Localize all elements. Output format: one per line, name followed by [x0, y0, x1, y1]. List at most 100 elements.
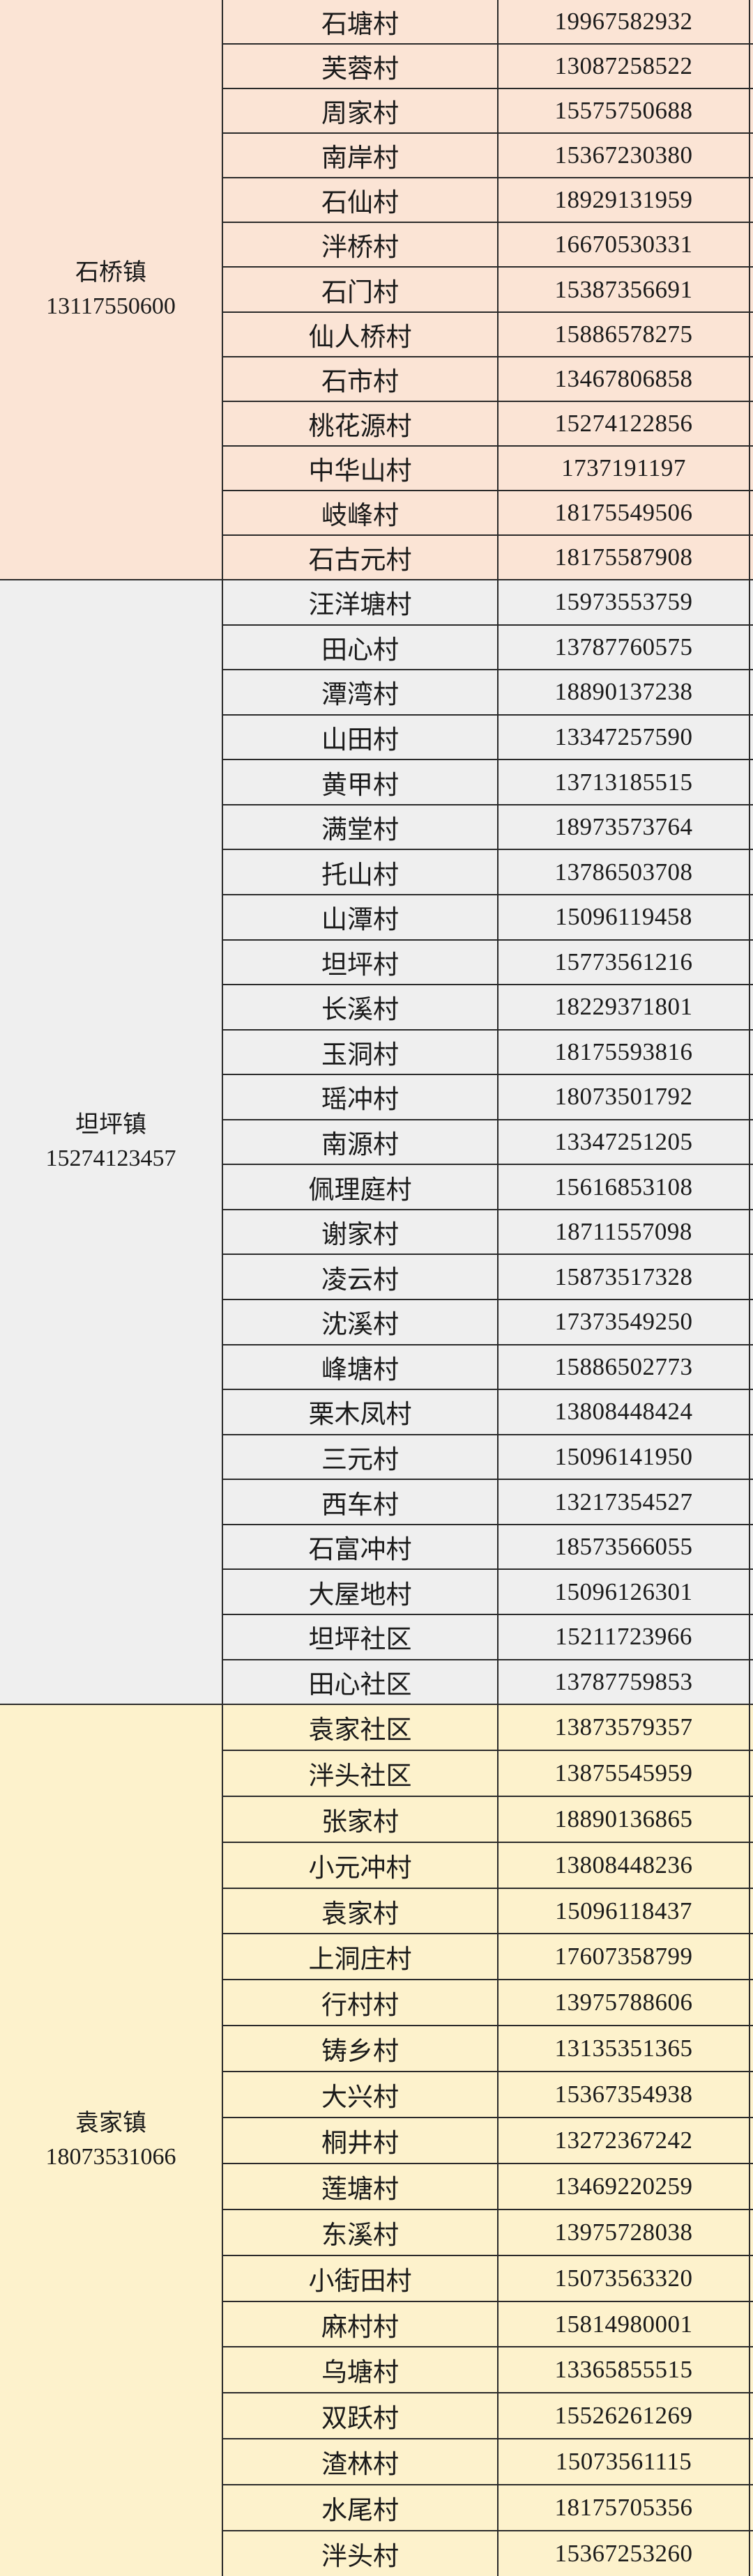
table-row: 山田村 13347257590	[223, 715, 753, 761]
village-name: 山田村	[223, 715, 499, 759]
village-name: 双跃村	[223, 2393, 499, 2439]
village-name: 三元村	[223, 1435, 499, 1479]
village-phone: 13469220259	[499, 2164, 750, 2209]
table-row: 田心村 13787760575	[223, 625, 753, 671]
village-name: 行村村	[223, 1980, 499, 2026]
village-phone: 13272367242	[499, 2118, 750, 2163]
table-row: 铸乡村 13135351365	[223, 2026, 753, 2073]
village-phone: 18175549506	[499, 491, 750, 534]
village-name: 黄甲村	[223, 760, 499, 804]
table-row: 桐井村 13272367242	[223, 2118, 753, 2164]
town-phone: 13117550600	[46, 293, 176, 319]
table-row: 玉洞村 18175593816	[223, 1030, 753, 1076]
village-phone: 15526261269	[499, 2393, 750, 2439]
table-row: 石仙村 18929131959	[223, 178, 753, 224]
table-row: 双跃村 15526261269	[223, 2393, 753, 2440]
village-name: 沈溪村	[223, 1300, 499, 1344]
village-phone: 18711557098	[499, 1210, 750, 1254]
town-name: 袁家镇	[75, 2111, 146, 2136]
village-phone: 19967582932	[499, 0, 750, 44]
village-name: 袁家村	[223, 1888, 499, 1934]
village-name: 瑶冲村	[223, 1075, 499, 1119]
village-phone: 15096119458	[499, 895, 750, 939]
village-phone: 15274122856	[499, 401, 750, 445]
table-row: 袁家社区 13873579357	[223, 1705, 753, 1751]
village-phone: 13787759853	[499, 1660, 750, 1704]
village-name: 小街田村	[223, 2255, 499, 2301]
table-row: 田心社区 13787759853	[223, 1660, 753, 1704]
table-row: 乌塘村 13365855515	[223, 2347, 753, 2394]
village-phone: 13786503708	[499, 850, 750, 894]
village-phone: 13347251205	[499, 1120, 750, 1164]
table-row: 石塘村 19967582932	[223, 0, 753, 45]
town-phone: 15274123457	[45, 1146, 176, 1171]
village-name: 谢家村	[223, 1210, 499, 1254]
village-phone: 13087258522	[499, 45, 750, 88]
village-phone: 15973553759	[499, 580, 750, 624]
table-row: 大屋地村 15096126301	[223, 1570, 753, 1615]
village-name: 张家村	[223, 1796, 499, 1842]
village-phone: 18175705356	[499, 2485, 750, 2531]
village-phone: 15616853108	[499, 1165, 750, 1209]
table-row: 石市村 13467806858	[223, 357, 753, 402]
village-phone: 15773561216	[499, 940, 750, 985]
village-phone: 18973573764	[499, 805, 750, 849]
village-name: 麻村村	[223, 2301, 499, 2347]
table-row: 栗木凤村 13808448424	[223, 1390, 753, 1435]
village-phone: 15367230380	[499, 134, 750, 178]
village-phone: 13808448424	[499, 1390, 750, 1434]
village-phone: 13787760575	[499, 625, 750, 670]
village-phone: 18229371801	[499, 985, 750, 1029]
village-list: 汪洋塘村 15973553759 田心村 13787760575 潭湾村 18890137…	[223, 580, 753, 1704]
table-row: 满堂村 18973573764	[223, 805, 753, 851]
village-name: 汪洋塘村	[223, 580, 499, 624]
village-name: 小元冲村	[223, 1842, 499, 1888]
table-row: 凌云村 15873517328	[223, 1255, 753, 1300]
village-phone: 15096126301	[499, 1570, 750, 1614]
village-name: 中华山村	[223, 446, 499, 490]
village-name: 栗木凤村	[223, 1390, 499, 1434]
village-phone: 17607358799	[499, 1934, 750, 1980]
table-row: 桃花源村 15274122856	[223, 401, 753, 447]
table-row: 西车村 13217354527	[223, 1480, 753, 1525]
table-row: 莲塘村 13469220259	[223, 2164, 753, 2210]
table-row: 托山村 13786503708	[223, 850, 753, 895]
table-row: 山潭村 15096119458	[223, 895, 753, 941]
table-row: 岐峰村 18175549506	[223, 491, 753, 536]
village-name: 乌塘村	[223, 2347, 499, 2393]
village-name: 长溪村	[223, 985, 499, 1029]
village-name: 大屋地村	[223, 1570, 499, 1614]
table-row: 峰塘村 15886502773	[223, 1345, 753, 1391]
table-row: 石富冲村 18573566055	[223, 1525, 753, 1571]
village-phone: 13808448236	[499, 1842, 750, 1888]
village-name: 南岸村	[223, 134, 499, 178]
table-row: 渣林村 15073561115	[223, 2439, 753, 2486]
table-row: 坦坪村 15773561216	[223, 940, 753, 986]
village-name: 南源村	[223, 1120, 499, 1164]
village-phone: 13975788606	[499, 1980, 750, 2026]
village-phone: 13347257590	[499, 715, 750, 759]
town-phone: 18073531066	[45, 2144, 176, 2170]
village-name: 芙蓉村	[223, 45, 499, 88]
table-row: 石古元村 18175587908	[223, 535, 753, 580]
village-name: 东溪村	[223, 2209, 499, 2255]
table-row: 石门村 15387356691	[223, 268, 753, 313]
village-name: 坦坪社区	[223, 1614, 499, 1659]
table-row: 泮桥村 16670530331	[223, 223, 753, 268]
table-row: 瑶冲村 18073501792	[223, 1075, 753, 1120]
village-phone: 15096118437	[499, 1888, 750, 1934]
table-row: 泮头社区 13875545959	[223, 1750, 753, 1797]
table-row: 泮头村 15367253260	[223, 2531, 753, 2576]
table-row: 大兴村 15367354938	[223, 2072, 753, 2119]
village-name: 山潭村	[223, 895, 499, 939]
town-section: 石桥镇 13117550600 石塘村 19967582932 芙蓉村 130872585…	[0, 0, 753, 580]
table-row: 黄甲村 13713185515	[223, 760, 753, 805]
village-phone: 15873517328	[499, 1255, 750, 1299]
village-name: 田心村	[223, 625, 499, 670]
table-row: 麻村村 15814980001	[223, 2301, 753, 2348]
table-row: 仙人桥村 15886578275	[223, 312, 753, 357]
table-row: 小街田村 15073563320	[223, 2255, 753, 2302]
village-name: 田心社区	[223, 1660, 499, 1704]
village-phone: 13365855515	[499, 2347, 750, 2393]
